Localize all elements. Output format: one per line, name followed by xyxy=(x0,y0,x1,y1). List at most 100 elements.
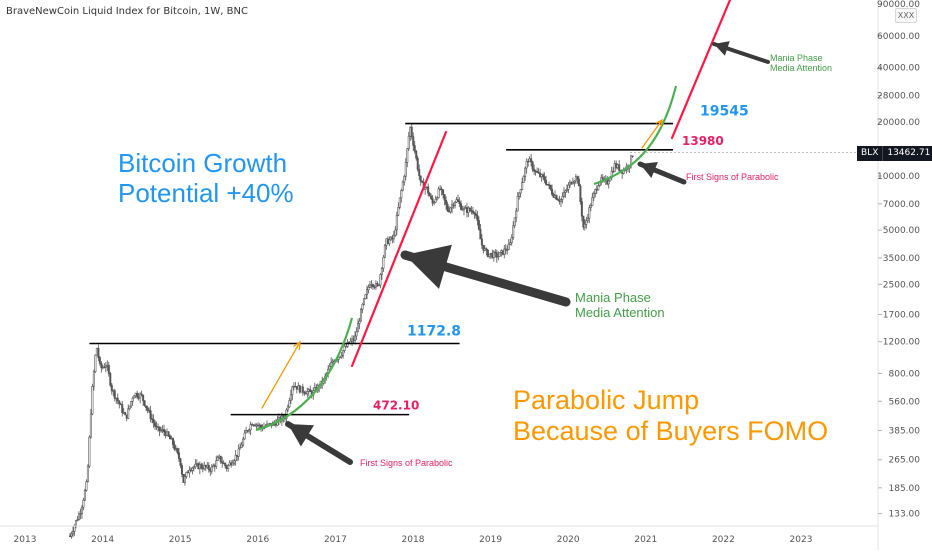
candle-body xyxy=(100,363,103,369)
candle-body xyxy=(212,465,215,468)
candle-body xyxy=(377,284,380,287)
candle-body xyxy=(216,457,219,461)
candle-body xyxy=(137,396,140,399)
candle-body xyxy=(109,373,112,386)
candle-body xyxy=(454,201,457,207)
candle-body xyxy=(201,467,204,470)
level-label: 1172.8 xyxy=(407,323,461,339)
candle-body xyxy=(131,397,134,402)
price-tag-value: 13462.71 xyxy=(887,147,931,158)
candle-body xyxy=(504,248,507,251)
candle-body xyxy=(340,354,343,358)
candle-body xyxy=(143,400,146,407)
candle-body xyxy=(597,185,600,191)
candle-body xyxy=(240,444,243,448)
candle-body xyxy=(91,386,94,415)
candle-body xyxy=(483,248,486,251)
candle-body xyxy=(89,413,92,438)
candle-body xyxy=(434,198,437,203)
breakout-arrow-head xyxy=(655,118,663,128)
candle-body xyxy=(570,181,573,185)
candle-body xyxy=(297,385,300,390)
candle-body xyxy=(618,164,621,171)
candle-body xyxy=(492,251,495,258)
candle-body xyxy=(170,438,173,440)
level-label: 472.10 xyxy=(373,399,419,413)
candle-body xyxy=(443,194,446,201)
candle-body xyxy=(525,161,528,169)
y-tick-label: 10000.00 xyxy=(877,172,920,182)
candle-body xyxy=(251,424,254,426)
candle-body xyxy=(386,238,389,245)
y-tick-label: 40000.00 xyxy=(877,64,920,74)
candle-body xyxy=(292,386,295,388)
candle-body xyxy=(391,236,394,240)
candle-body xyxy=(164,431,167,436)
candle-body xyxy=(561,196,564,200)
candle-body xyxy=(152,419,155,424)
candle-body xyxy=(554,195,557,198)
candle-body xyxy=(616,164,619,168)
candle-body xyxy=(458,201,461,204)
candle-body xyxy=(179,458,182,466)
candle-body xyxy=(157,426,160,428)
candle-body xyxy=(464,207,467,209)
candle-body xyxy=(188,469,191,474)
candle-body xyxy=(174,448,177,450)
candle-body xyxy=(124,412,127,416)
x-tick-label: 2023 xyxy=(790,535,813,545)
candle-body xyxy=(255,424,258,427)
candle-body xyxy=(239,447,242,450)
candle-body xyxy=(468,207,471,211)
candle-body xyxy=(416,157,419,170)
x-tick-label: 2016 xyxy=(246,535,269,545)
candle-body xyxy=(365,289,368,295)
currency-box[interactable]: XXX xyxy=(895,8,917,23)
candle-body xyxy=(585,220,588,225)
candle-body xyxy=(160,429,163,432)
candle-body xyxy=(409,126,412,137)
candle-body xyxy=(286,406,289,411)
candle-body xyxy=(583,223,586,228)
candle-body xyxy=(79,513,82,515)
y-axis: 133.00 185.00 265.00 385.00 560.00 800.00 1200… xyxy=(630,0,920,550)
candle-body xyxy=(139,393,142,399)
x-tick-label: 2022 xyxy=(712,535,735,545)
candle-body xyxy=(461,209,464,211)
candle-body xyxy=(301,386,304,393)
candle-body xyxy=(234,454,237,462)
x-axis: 2013 2014 2015 2016 2017 2018 2019 2020 2021 2022… xyxy=(0,525,878,545)
candle-body xyxy=(404,161,407,177)
candle-body xyxy=(418,169,421,177)
candle-body xyxy=(410,126,413,137)
candle-body xyxy=(439,188,442,190)
candle-body xyxy=(445,199,448,205)
candle-body xyxy=(95,347,98,356)
candle-body xyxy=(503,248,506,255)
candle-body xyxy=(373,286,376,288)
candle-body xyxy=(545,180,548,185)
candle-body xyxy=(559,199,562,202)
y-tick-label: 7000.00 xyxy=(883,200,920,210)
horizontal-levels: 472.10 1172.8 13980 19545 xyxy=(89,104,749,416)
candle-body xyxy=(122,412,125,414)
candle-body xyxy=(254,424,257,427)
candle-body xyxy=(86,465,89,483)
x-tick-label: 2017 xyxy=(324,535,347,545)
candle-body xyxy=(185,471,188,477)
candle-body xyxy=(392,234,395,240)
y-tick-label: 90000.00 xyxy=(877,0,920,10)
candle-body xyxy=(385,238,388,246)
candle-body xyxy=(494,251,497,254)
candle-body xyxy=(125,414,128,419)
candle-body xyxy=(355,331,358,337)
candle-body xyxy=(331,360,334,363)
candle-body xyxy=(77,513,80,520)
candle-body xyxy=(588,207,591,219)
candle-body xyxy=(491,252,494,258)
candle-body xyxy=(198,464,201,470)
candle-body xyxy=(362,298,365,305)
candle-body xyxy=(430,195,433,199)
candle-body xyxy=(249,424,252,431)
candle-body xyxy=(180,465,183,475)
